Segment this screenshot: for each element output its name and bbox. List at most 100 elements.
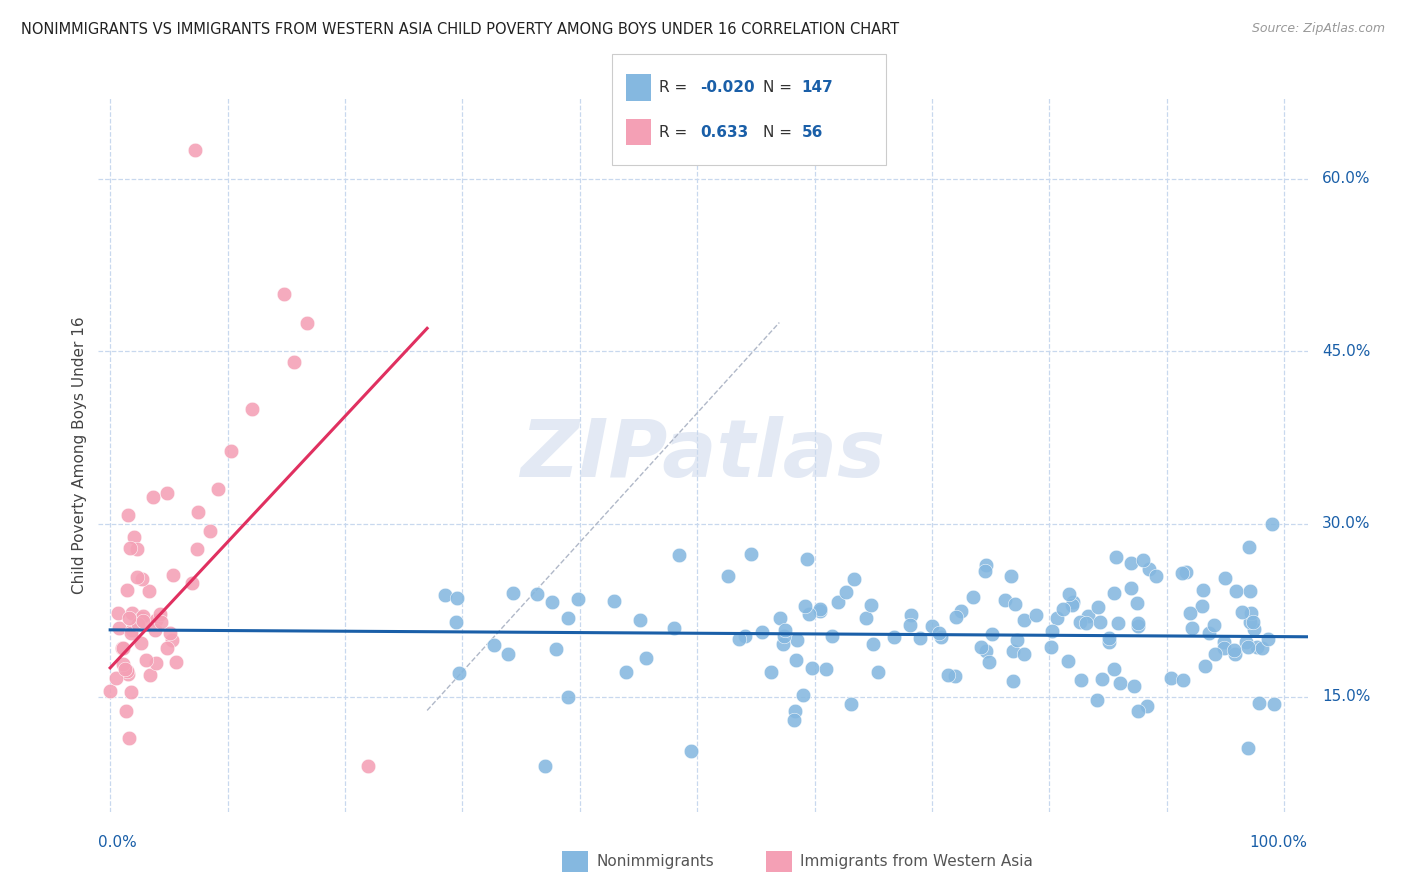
- Point: [115, 665, 138, 679]
- Point: [1087, 600, 1109, 615]
- Point: [132, 614, 155, 628]
- Point: [1062, 595, 1084, 609]
- Point: [115, 582, 138, 597]
- Point: [769, 611, 792, 625]
- Point: [198, 524, 221, 538]
- Point: [866, 665, 889, 679]
- Point: [496, 647, 519, 661]
- Point: [1057, 587, 1080, 601]
- Point: [908, 632, 931, 646]
- Point: [447, 666, 470, 681]
- Point: [118, 611, 141, 625]
- Point: [149, 615, 172, 630]
- Point: [1251, 640, 1274, 655]
- Point: [1239, 583, 1261, 598]
- Point: [100, 683, 122, 698]
- Point: [1025, 608, 1047, 623]
- Point: [1105, 550, 1128, 565]
- Point: [898, 618, 921, 632]
- Point: [1007, 633, 1029, 648]
- Point: [759, 665, 782, 679]
- Text: 60.0%: 60.0%: [1322, 171, 1371, 186]
- Point: [801, 661, 824, 675]
- Point: [1239, 615, 1261, 629]
- Y-axis label: Child Poverty Among Boys Under 16: Child Poverty Among Boys Under 16: [72, 316, 87, 594]
- Point: [945, 610, 967, 624]
- Point: [112, 640, 135, 655]
- Point: [773, 629, 796, 643]
- Point: [1198, 626, 1220, 640]
- Point: [1088, 615, 1111, 629]
- Point: [717, 569, 740, 583]
- Point: [1261, 516, 1284, 531]
- Point: [820, 629, 842, 643]
- Point: [1091, 672, 1114, 686]
- Point: [883, 630, 905, 644]
- Point: [240, 402, 263, 417]
- Point: [112, 657, 135, 671]
- Point: [1137, 562, 1160, 576]
- Point: [1046, 611, 1069, 625]
- Point: [1234, 635, 1257, 649]
- Point: [115, 704, 138, 718]
- Point: [785, 653, 807, 667]
- Point: [131, 611, 153, 625]
- Point: [541, 595, 564, 609]
- Point: [994, 593, 1017, 607]
- Point: [1213, 634, 1236, 648]
- Point: [783, 704, 806, 718]
- Point: [981, 626, 1004, 640]
- Point: [526, 587, 548, 601]
- Point: [1098, 631, 1121, 645]
- Point: [111, 641, 134, 656]
- Point: [1126, 619, 1149, 633]
- Point: [900, 607, 922, 622]
- Point: [973, 564, 995, 578]
- Text: NONIMMIGRANTS VS IMMIGRANTS FROM WESTERN ASIA CHILD POVERTY AMONG BOYS UNDER 16 : NONIMMIGRANTS VS IMMIGRANTS FROM WESTERN…: [21, 22, 900, 37]
- Point: [118, 541, 141, 555]
- Point: [117, 666, 139, 681]
- Point: [1004, 597, 1026, 611]
- Point: [1223, 642, 1246, 657]
- Point: [1121, 581, 1143, 595]
- Point: [734, 629, 756, 643]
- Point: [681, 743, 703, 757]
- Point: [628, 613, 651, 627]
- Point: [1002, 644, 1025, 658]
- Point: [921, 618, 943, 632]
- Point: [183, 143, 205, 157]
- Point: [187, 504, 209, 518]
- Point: [357, 758, 380, 772]
- Point: [273, 286, 295, 301]
- Point: [1173, 673, 1195, 687]
- Point: [614, 665, 637, 679]
- Point: [186, 542, 208, 557]
- Point: [120, 626, 142, 640]
- Point: [118, 731, 141, 745]
- Point: [1104, 662, 1126, 676]
- Point: [502, 586, 524, 600]
- Point: [533, 758, 555, 772]
- Text: 45.0%: 45.0%: [1322, 343, 1371, 359]
- Point: [844, 572, 866, 586]
- Point: [142, 490, 165, 504]
- Point: [1070, 673, 1092, 687]
- Point: [841, 698, 863, 712]
- Point: [1247, 697, 1270, 711]
- Point: [1225, 584, 1247, 599]
- Point: [928, 626, 950, 640]
- Point: [105, 671, 128, 685]
- Point: [668, 548, 690, 562]
- Text: 0.0%: 0.0%: [98, 836, 138, 850]
- Point: [929, 630, 952, 644]
- Point: [1171, 566, 1194, 580]
- Point: [156, 641, 179, 656]
- Point: [207, 482, 229, 496]
- Point: [1144, 569, 1167, 583]
- Point: [1062, 599, 1084, 613]
- Point: [121, 623, 143, 637]
- Point: [1230, 605, 1253, 619]
- Point: [1237, 640, 1260, 654]
- Point: [283, 355, 305, 369]
- Point: [860, 598, 883, 612]
